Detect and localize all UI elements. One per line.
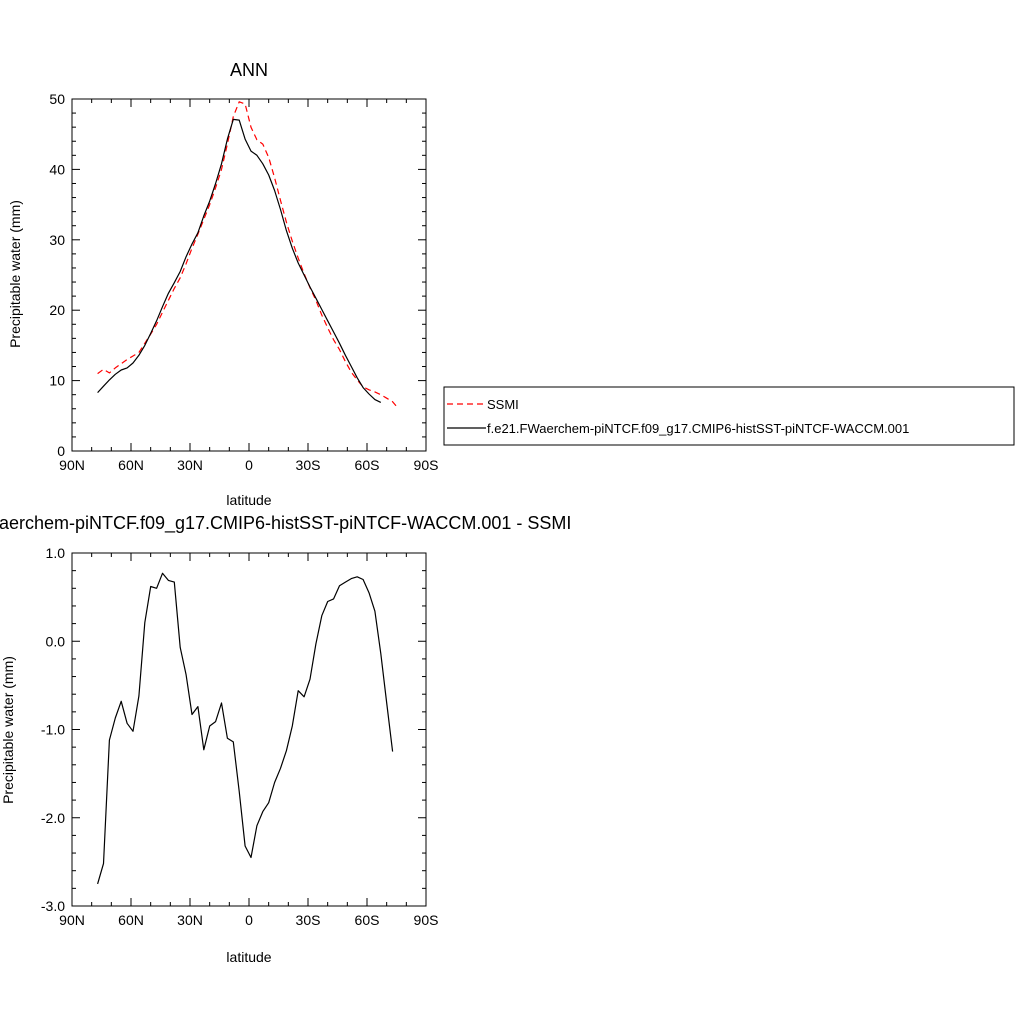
axis-ticks: 90N 60N 30N 0 30S 60S 90S -3.0 -2.0 -1.0 0.0 1.0 xyxy=(41,545,439,928)
legend: SSMI f.e21.FWaerchem-piNTCF.f09_g17.CMIP… xyxy=(443,386,1015,446)
x-tick-label: 90S xyxy=(414,912,439,928)
x-tick-label: 60N xyxy=(118,457,144,473)
series-line-model xyxy=(97,118,382,403)
legend-label-ssmi: SSMI xyxy=(487,397,519,412)
y-tick-label: -1.0 xyxy=(41,722,65,738)
legend-label-model: f.e21.FWaerchem-piNTCF.f09_g17.CMIP6-his… xyxy=(487,421,909,436)
mean-precipitable-water-panel: ANN Precipitable water (mm) latitude 90N… xyxy=(7,60,438,508)
y-axis-label: Precipitable water (mm) xyxy=(7,200,23,348)
y-tick-label: -2.0 xyxy=(41,810,65,826)
series-line-difference xyxy=(97,572,394,885)
chart-title: ANN xyxy=(230,60,268,80)
y-tick-label: 50 xyxy=(49,91,65,107)
y-tick-label: 0.0 xyxy=(46,633,66,649)
x-tick-label: 90N xyxy=(59,457,85,473)
y-tick-label: 20 xyxy=(49,302,65,318)
difference-panel: f.e21.FWaerchem-piNTCF.f09_g17.CMIP6-his… xyxy=(0,513,571,965)
x-axis-label: latitude xyxy=(226,492,271,508)
x-tick-label: 90S xyxy=(414,457,439,473)
y-tick-label: 1.0 xyxy=(46,545,66,561)
plot-frame xyxy=(71,552,427,907)
x-tick-label: 30N xyxy=(177,912,203,928)
series-lines xyxy=(97,101,399,410)
x-tick-label: 90N xyxy=(59,912,85,928)
series-line-ssmi xyxy=(97,101,399,410)
x-tick-label: 60S xyxy=(355,457,380,473)
legend-frame xyxy=(443,386,1015,446)
x-axis-label: latitude xyxy=(226,949,271,965)
plot-frame xyxy=(71,98,427,452)
x-tick-label: 30N xyxy=(177,457,203,473)
y-tick-label: 40 xyxy=(49,161,65,177)
chart-title: f.e21.FWaerchem-piNTCF.f09_g17.CMIP6-his… xyxy=(0,513,571,534)
y-tick-label: 0 xyxy=(57,443,65,459)
x-tick-label: 0 xyxy=(245,912,253,928)
x-tick-label: 60N xyxy=(118,912,144,928)
x-tick-label: 0 xyxy=(245,457,253,473)
y-axis-label: Precipitable water (mm) xyxy=(0,656,16,804)
x-tick-label: 60S xyxy=(355,912,380,928)
x-tick-label: 30S xyxy=(296,457,321,473)
series-lines xyxy=(97,572,394,885)
x-tick-label: 30S xyxy=(296,912,321,928)
axis-ticks: 90N 60N 30N 0 30S 60S 90S 0 10 20 30 40 50 xyxy=(49,91,438,473)
y-tick-label: -3.0 xyxy=(41,898,65,914)
y-tick-label: 10 xyxy=(49,373,65,389)
y-tick-label: 30 xyxy=(49,232,65,248)
